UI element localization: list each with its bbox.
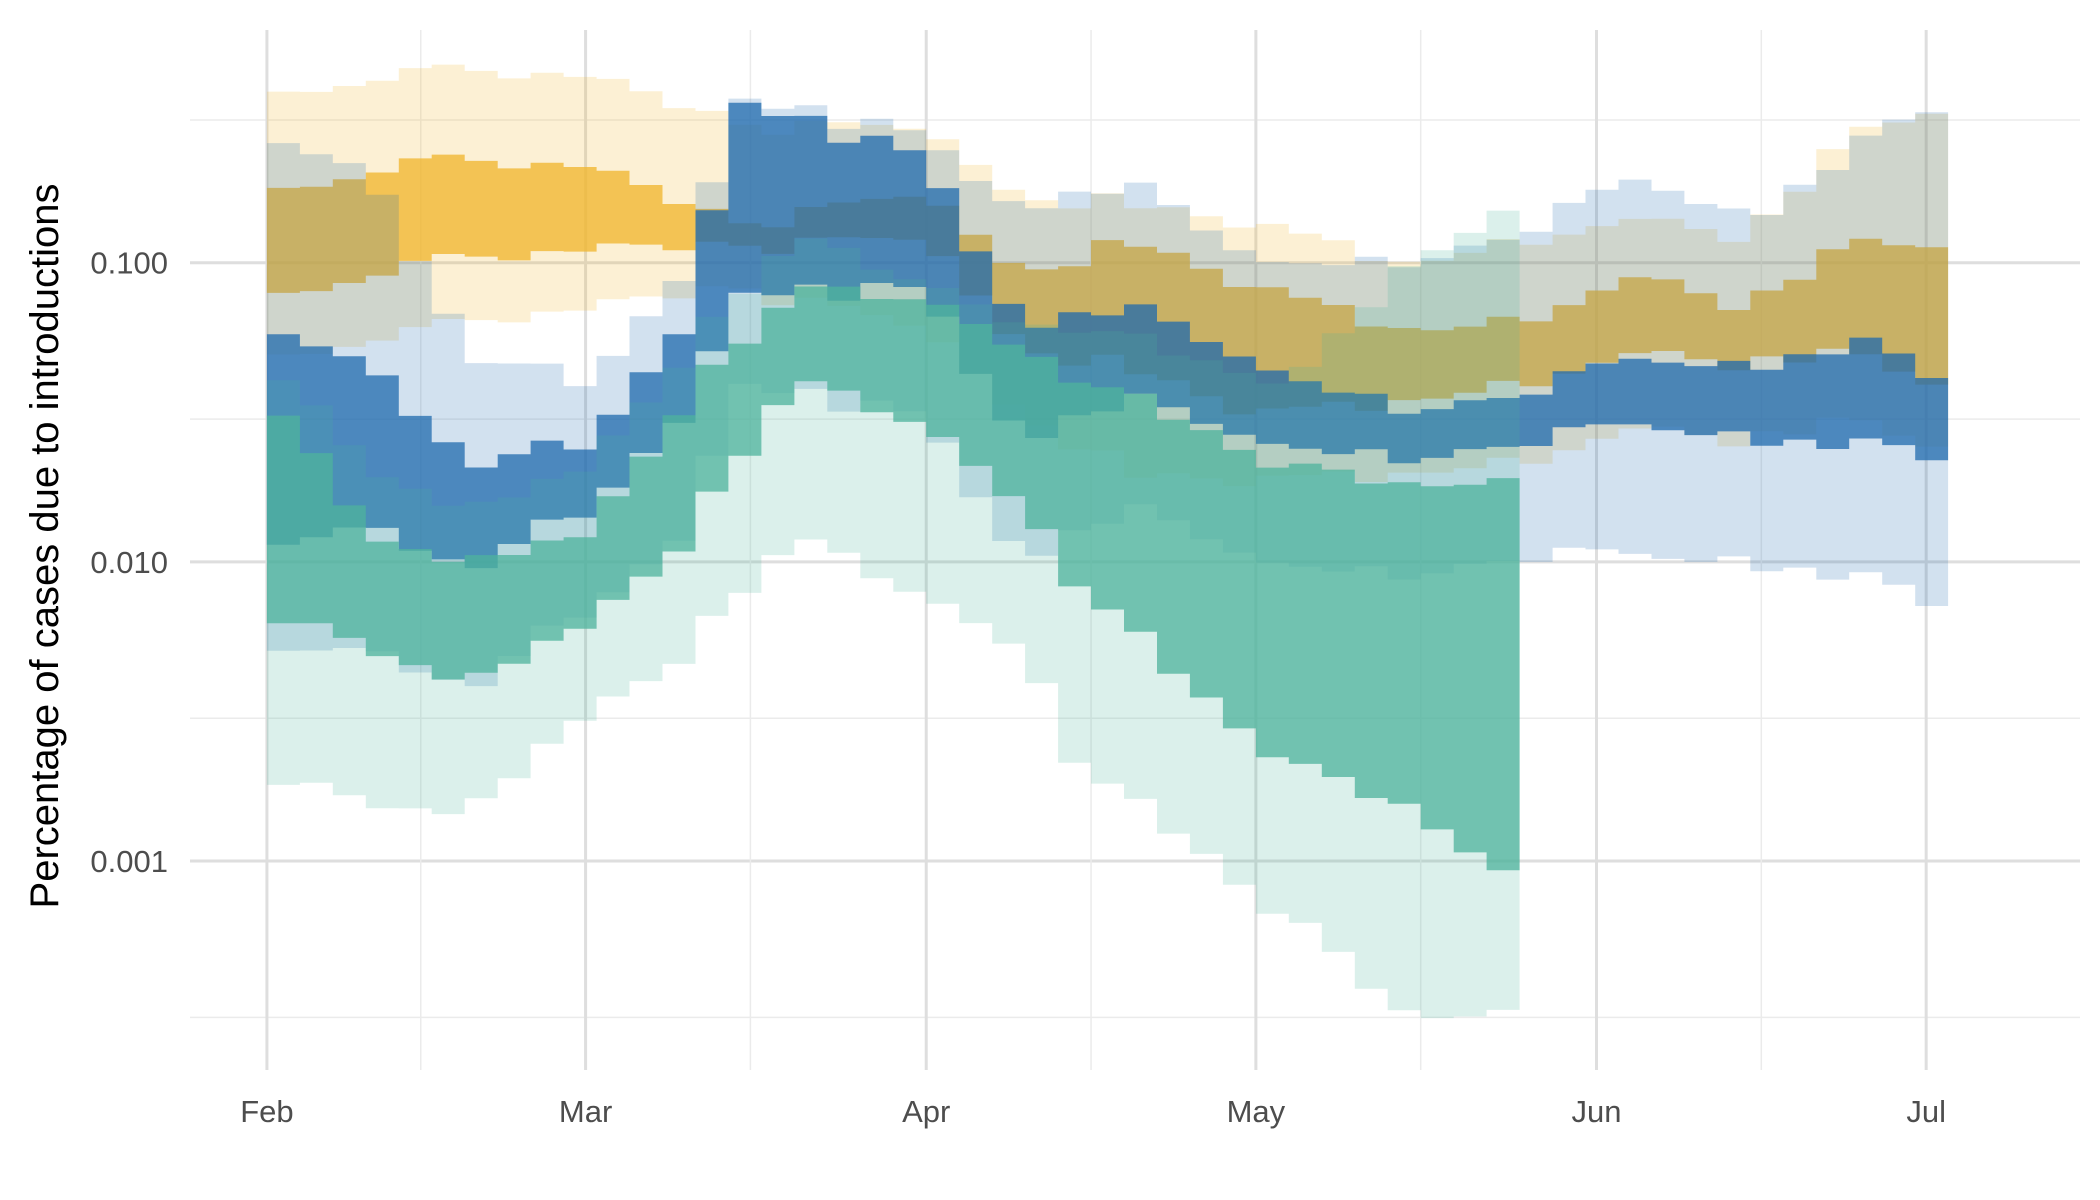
x-tick-label: May bbox=[1227, 1094, 1286, 1129]
axes: 0.001 0.010 0.100 Feb Mar Apr May Jun Jul bbox=[90, 246, 1946, 1129]
series-inner-interval bbox=[266, 286, 1520, 871]
y-tick-label: 0.100 bbox=[90, 246, 168, 281]
x-tick-label: Jul bbox=[1906, 1094, 1946, 1129]
x-tick-label: Apr bbox=[902, 1094, 950, 1129]
series-band-group bbox=[266, 210, 1520, 1019]
series-band-group bbox=[266, 64, 1949, 487]
x-tick-label: Feb bbox=[240, 1094, 293, 1129]
series-inner-interval bbox=[266, 154, 1949, 415]
x-tick-label: Jun bbox=[1572, 1094, 1622, 1129]
series-inner-interval bbox=[266, 102, 1949, 569]
y-axis-title: Percentage of cases due to introductions bbox=[23, 184, 67, 909]
series-outer-interval bbox=[266, 210, 1520, 1019]
y-tick-label: 0.001 bbox=[90, 844, 168, 879]
series-bands bbox=[266, 64, 1949, 1019]
y-tick-label: 0.010 bbox=[90, 545, 168, 580]
x-tick-label: Mar bbox=[559, 1094, 612, 1129]
